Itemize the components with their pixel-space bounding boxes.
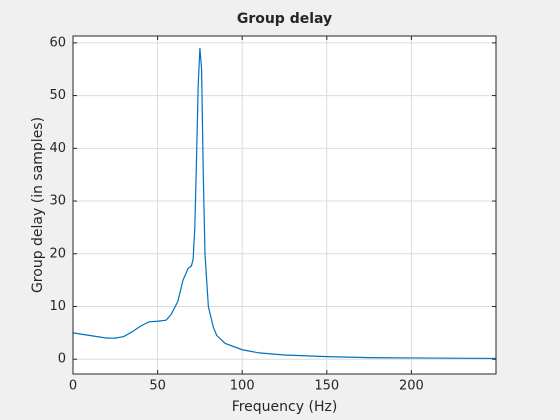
y-tick-label: 40	[49, 141, 66, 156]
y-tick-label: 50	[49, 88, 66, 103]
y-tick-label: 60	[49, 35, 66, 50]
data-line	[72, 48, 497, 360]
x-tick-label: 100	[230, 379, 255, 394]
y-tick-label: 10	[49, 299, 66, 314]
x-axis-label: Frequency (Hz)	[232, 399, 338, 415]
plot-area	[73, 36, 496, 374]
y-tick-label: 0	[58, 352, 66, 367]
grid	[72, 36, 496, 374]
x-tick-label: 0	[69, 379, 77, 394]
x-tick-label: 150	[314, 379, 339, 394]
x-tick-label: 50	[149, 379, 166, 394]
chart-title: Group delay	[237, 11, 332, 27]
x-tick-label: 200	[399, 379, 424, 394]
ticks: 0 50 100 150 200 0 10 20 30 40 50 60	[49, 35, 496, 394]
y-tick-label: 20	[49, 246, 66, 261]
axes-box	[72, 35, 497, 375]
y-tick-label: 30	[49, 194, 66, 209]
lines	[72, 48, 497, 360]
y-axis-label: Group delay (in samples)	[30, 117, 46, 293]
